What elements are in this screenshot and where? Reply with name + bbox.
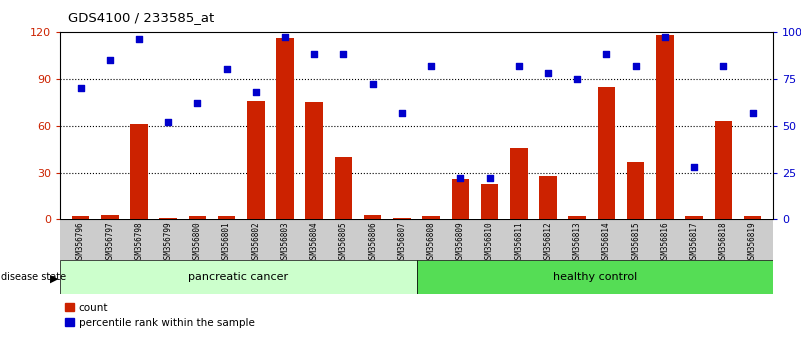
Point: [74, 85, 87, 91]
Bar: [569, 216, 586, 219]
Text: GSM356817: GSM356817: [690, 221, 698, 263]
Point: [220, 67, 233, 72]
Bar: [159, 218, 177, 219]
Bar: [131, 124, 147, 219]
Point: [571, 76, 584, 81]
Point: [366, 81, 379, 87]
Legend: count, percentile rank within the sample: count, percentile rank within the sample: [66, 303, 255, 328]
Text: GSM356815: GSM356815: [631, 221, 640, 263]
Bar: [60, 260, 417, 294]
Point: [688, 164, 701, 170]
Text: GSM356813: GSM356813: [573, 221, 582, 263]
Text: GSM356803: GSM356803: [280, 221, 289, 263]
Text: disease state: disease state: [1, 272, 66, 282]
Point: [600, 52, 613, 57]
Bar: [101, 215, 119, 219]
Bar: [627, 162, 645, 219]
Bar: [656, 35, 674, 219]
Point: [483, 175, 496, 181]
Text: GSM356812: GSM356812: [544, 221, 553, 263]
Point: [191, 100, 203, 106]
Bar: [335, 157, 352, 219]
Point: [746, 110, 759, 115]
Bar: [539, 176, 557, 219]
Bar: [72, 216, 89, 219]
Bar: [744, 216, 761, 219]
Point: [454, 175, 467, 181]
Text: GSM356807: GSM356807: [397, 221, 406, 263]
Point: [541, 70, 554, 76]
Point: [396, 110, 409, 115]
Point: [103, 57, 116, 63]
Text: GSM356801: GSM356801: [222, 221, 231, 263]
Text: GSM356800: GSM356800: [193, 221, 202, 263]
Bar: [452, 179, 469, 219]
Bar: [276, 38, 294, 219]
Bar: [188, 216, 206, 219]
Point: [162, 119, 175, 125]
Text: GSM356809: GSM356809: [456, 221, 465, 263]
Bar: [305, 102, 323, 219]
Point: [249, 89, 262, 95]
Point: [425, 63, 437, 68]
Point: [658, 35, 671, 40]
Point: [337, 52, 350, 57]
Text: GSM356797: GSM356797: [105, 221, 115, 263]
Text: GSM356796: GSM356796: [76, 221, 85, 263]
Text: GSM356810: GSM356810: [485, 221, 494, 263]
Point: [308, 52, 320, 57]
Bar: [218, 216, 235, 219]
Point: [513, 63, 525, 68]
Text: GSM356808: GSM356808: [427, 221, 436, 263]
Text: ▶: ▶: [50, 274, 59, 284]
Bar: [714, 121, 732, 219]
Text: GSM356818: GSM356818: [718, 221, 728, 263]
Point: [279, 35, 292, 40]
Text: GSM356798: GSM356798: [135, 221, 143, 263]
Bar: [393, 218, 411, 219]
Text: GDS4100 / 233585_at: GDS4100 / 233585_at: [68, 11, 215, 24]
Bar: [598, 87, 615, 219]
Text: pancreatic cancer: pancreatic cancer: [188, 272, 288, 282]
Bar: [686, 216, 702, 219]
Text: healthy control: healthy control: [553, 272, 637, 282]
Point: [630, 63, 642, 68]
Text: GSM356816: GSM356816: [660, 221, 670, 263]
Text: GSM356802: GSM356802: [252, 221, 260, 263]
Bar: [481, 183, 498, 219]
Text: GSM356805: GSM356805: [339, 221, 348, 263]
Bar: [247, 101, 264, 219]
Bar: [364, 215, 381, 219]
Bar: [422, 216, 440, 219]
Text: GSM356799: GSM356799: [163, 221, 173, 263]
Text: GSM356814: GSM356814: [602, 221, 611, 263]
Point: [717, 63, 730, 68]
Bar: [510, 148, 528, 219]
Point: [132, 36, 145, 42]
Text: GSM356819: GSM356819: [748, 221, 757, 263]
Text: GSM356811: GSM356811: [514, 221, 523, 263]
Text: GSM356806: GSM356806: [368, 221, 377, 263]
Bar: [417, 260, 773, 294]
Text: GSM356804: GSM356804: [310, 221, 319, 263]
